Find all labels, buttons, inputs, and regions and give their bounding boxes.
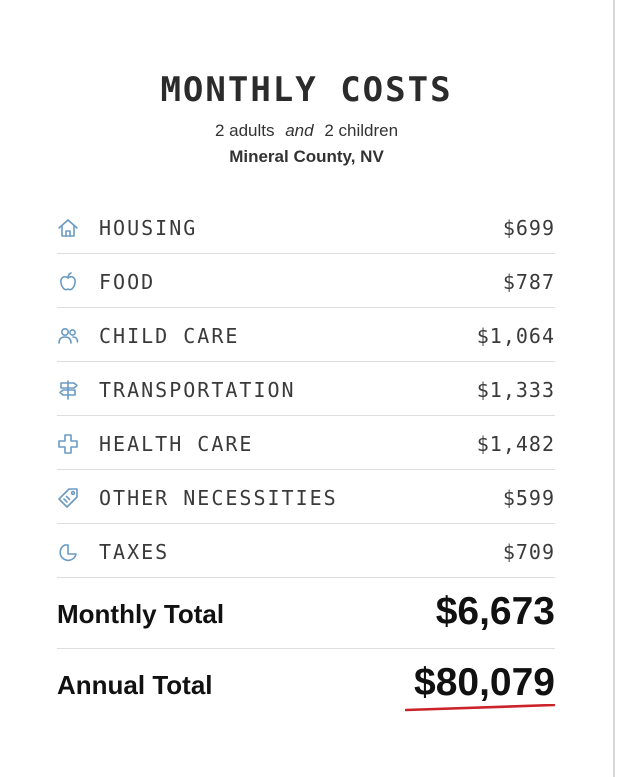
medical-cross-icon: [57, 433, 79, 455]
house-icon: [57, 217, 79, 239]
cost-row-housing: HOUSING $699: [57, 200, 555, 254]
cost-label: FOOD: [99, 270, 156, 294]
cost-amount: $1,333: [476, 378, 555, 402]
cost-list: HOUSING $699 FOOD $787 C: [57, 200, 555, 578]
monthly-total-label: Monthly Total: [57, 599, 225, 629]
cost-label: HOUSING: [99, 216, 198, 240]
cost-row-food: FOOD $787: [57, 254, 555, 308]
cost-amount: $787: [502, 270, 555, 294]
monthly-total-row: Monthly Total $6,673: [57, 578, 555, 649]
location-label: Mineral County, NV: [229, 147, 384, 166]
cost-amount: $1,064: [476, 324, 555, 348]
people-icon: [57, 325, 79, 347]
household-children: 2 children: [324, 121, 399, 140]
pie-chart-icon: [57, 541, 79, 563]
annual-total-row: Annual Total $80,079: [57, 649, 555, 719]
cost-label: TRANSPORTATION: [99, 378, 296, 402]
cost-label: OTHER NECESSITIES: [99, 486, 338, 510]
cost-row-other-necessities: OTHER NECESSITIES $599: [57, 470, 555, 524]
cost-amount: $699: [502, 216, 555, 240]
annual-total-underline: [405, 704, 555, 712]
household-description: 2 adults and 2 children: [0, 121, 613, 141]
household-adults: 2 adults: [214, 121, 275, 140]
cost-label: TAXES: [99, 540, 170, 564]
household-conjunction: and: [285, 121, 314, 140]
cost-amount: $709: [502, 540, 555, 564]
cost-row-transportation: TRANSPORTATION $1,333: [57, 362, 555, 416]
cost-amount: $599: [502, 486, 555, 510]
cost-row-taxes: TAXES $709: [57, 524, 555, 578]
signpost-icon: [57, 379, 79, 401]
page-title: MONTHLY COSTS: [160, 70, 453, 110]
page-edge-divider: [613, 0, 615, 777]
cost-label: HEALTH CARE: [99, 432, 254, 456]
cost-amount: $1,482: [476, 432, 555, 456]
apple-icon: [57, 271, 79, 293]
cost-row-child-care: CHILD CARE $1,064: [57, 308, 555, 362]
cost-label: CHILD CARE: [99, 324, 240, 348]
cost-row-health-care: HEALTH CARE $1,482: [57, 416, 555, 470]
monthly-total-value: $6,673: [435, 590, 555, 633]
annual-total-value: $80,079: [414, 661, 555, 704]
annual-total-label: Annual Total: [57, 670, 213, 700]
tag-icon: [57, 487, 79, 509]
